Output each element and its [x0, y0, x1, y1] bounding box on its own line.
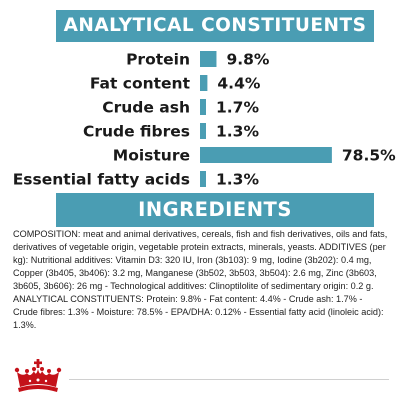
category-label-crude-ash: Crude ash — [102, 99, 190, 117]
category-label-fat-content: Fat content — [90, 75, 191, 93]
bar-essential-fatty-acids — [200, 171, 206, 187]
value-label-crude-fibres: 1.3% — [216, 123, 259, 141]
divider-line — [69, 379, 389, 380]
composition-text: COMPOSITION: meat and animal derivatives… — [13, 229, 388, 330]
analytical-constituents-header: ANALYTICAL CONSTITUENTS — [56, 10, 374, 42]
category-label-crude-fibres: Crude fibres — [83, 123, 190, 141]
bar-crude-ash — [200, 99, 206, 115]
value-label-essential-fatty-acids: 1.3% — [216, 171, 259, 189]
bar-moisture — [200, 147, 332, 163]
value-label-moisture: 78.5% — [342, 147, 396, 165]
bar-protein — [200, 51, 217, 67]
category-label-protein: Protein — [126, 51, 190, 69]
value-label-crude-ash: 1.7% — [216, 99, 259, 117]
royal-crown-icon — [14, 359, 62, 392]
category-label-moisture: Moisture — [113, 147, 190, 165]
analytical-constituents-chart: Protein 9.8% Fat content 4.4% Crude ash 1.7% C… — [13, 51, 396, 189]
bar-crude-fibres — [200, 123, 206, 139]
ingredients-header: INGREDIENTS — [56, 193, 374, 227]
category-label-essential-fatty-acids: Essential fatty acids — [13, 171, 190, 189]
value-label-fat-content: 4.4% — [217, 75, 260, 93]
bar-fat-content — [200, 75, 208, 91]
value-label-protein: 9.8% — [226, 51, 269, 69]
